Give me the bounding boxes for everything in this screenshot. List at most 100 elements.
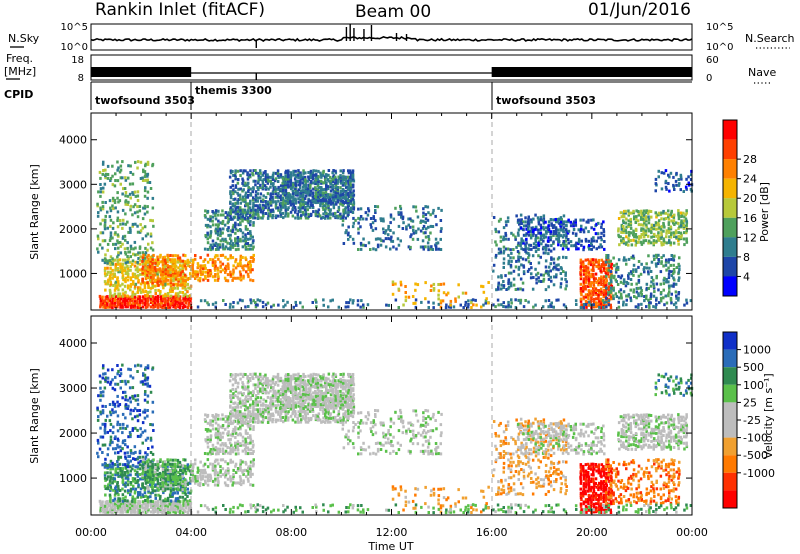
power-cell	[554, 265, 557, 269]
power-cell	[217, 275, 220, 279]
power-cell	[597, 301, 600, 305]
power-cell	[384, 237, 388, 241]
power-cell	[644, 297, 648, 301]
power-cell	[376, 245, 380, 249]
velocity-cell	[127, 473, 130, 477]
velocity-cell	[101, 463, 104, 467]
velocity-cell	[168, 510, 172, 514]
power-cell	[387, 233, 390, 237]
power-cell	[439, 219, 443, 222]
power-cell	[622, 225, 625, 228]
power-cell	[419, 245, 423, 249]
velocity-cell	[154, 463, 157, 467]
power-cell	[106, 295, 109, 299]
power-cell	[655, 215, 658, 219]
power-cell	[516, 243, 520, 247]
power-cell	[654, 189, 657, 193]
power-cell	[112, 199, 115, 203]
power-cell	[257, 188, 260, 192]
power-cell	[299, 176, 303, 180]
power-cell	[346, 192, 350, 196]
power-cell	[236, 264, 240, 268]
power-cell	[172, 276, 175, 280]
power-cell	[429, 289, 433, 292]
power-cell	[283, 203, 287, 207]
velocity-cell	[109, 467, 112, 471]
power-cell	[376, 243, 380, 247]
power-cell	[139, 272, 142, 276]
power-cell	[607, 285, 611, 289]
velocity-cell	[124, 394, 128, 398]
power-cell	[244, 194, 247, 198]
power-cell	[114, 172, 117, 176]
power-cell	[557, 263, 560, 267]
power-cell	[685, 225, 688, 229]
power-cell	[109, 301, 113, 305]
power-cell	[545, 231, 548, 235]
velocity-cell	[98, 374, 102, 378]
power-cell	[552, 275, 556, 279]
power-cell	[392, 217, 396, 221]
power-cell	[334, 171, 338, 175]
power-cell	[610, 280, 613, 284]
power-cell	[251, 247, 254, 251]
power-cell	[351, 183, 355, 187]
power-cell	[324, 180, 327, 184]
power-cell	[129, 284, 133, 288]
power-cell	[109, 282, 113, 286]
power-cell	[567, 238, 570, 241]
power-cell	[284, 174, 287, 178]
power-cell	[311, 198, 314, 202]
power-cell	[517, 241, 520, 245]
power-cell	[276, 173, 280, 177]
power-cell	[645, 305, 648, 309]
power-cell	[116, 267, 119, 270]
power-cell	[345, 191, 348, 195]
power-cell	[116, 284, 119, 288]
power-cell	[647, 270, 650, 274]
power-cell	[166, 260, 169, 264]
velocity-cell	[181, 506, 184, 510]
power-cell	[668, 189, 671, 193]
power-cell	[172, 295, 175, 299]
power-cell	[229, 233, 232, 237]
power-cell	[622, 219, 625, 223]
power-cell	[341, 219, 345, 223]
power-cell	[437, 289, 441, 293]
power-cell	[146, 190, 150, 194]
power-cell	[344, 175, 347, 179]
power-cell	[123, 278, 127, 282]
power-cell	[342, 214, 345, 218]
power-cell	[351, 237, 355, 241]
power-cell	[351, 191, 355, 195]
power-cell	[221, 219, 225, 223]
power-cell	[609, 265, 613, 269]
power-cell	[650, 215, 653, 219]
power-cell	[544, 230, 548, 234]
velocity-cell	[151, 508, 155, 511]
velocity-cell	[137, 485, 140, 489]
power-cell	[675, 294, 678, 298]
power-cell	[677, 211, 680, 215]
velocity-cell	[144, 504, 147, 508]
velocity-cell	[138, 511, 142, 514]
power-cell	[667, 276, 671, 280]
power-cell	[206, 278, 210, 282]
velocity-cell	[156, 468, 159, 472]
power-cell	[622, 230, 625, 234]
power-cell	[522, 305, 526, 309]
power-cell	[643, 266, 646, 270]
power-cell	[106, 226, 109, 230]
power-cell	[649, 297, 652, 300]
power-cell	[212, 243, 215, 247]
power-cell	[148, 265, 152, 269]
power-cell	[537, 279, 541, 283]
power-cell	[138, 251, 142, 255]
velocity-cell	[177, 470, 180, 474]
velocity-cell	[109, 475, 112, 479]
power-cell	[132, 205, 135, 209]
power-cell	[647, 241, 650, 245]
nsky-label: N.Sky	[8, 32, 40, 45]
power-cell	[427, 300, 430, 304]
